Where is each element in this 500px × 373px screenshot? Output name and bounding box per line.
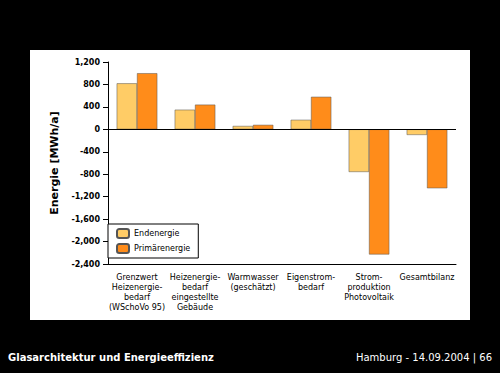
svg-text:Warmwasser: Warmwasser xyxy=(227,273,279,282)
svg-text:Photovoltaik: Photovoltaik xyxy=(344,293,394,302)
svg-text:1,200: 1,200 xyxy=(75,58,101,67)
html-text:Glasarchitektur und Energieeff: Glasarchitektur und Energieeffizienz xyxy=(8,352,214,363)
svg-text:(geschätzt): (geschätzt) xyxy=(230,283,275,292)
svg-text:eingestellte: eingestellte xyxy=(172,293,219,302)
svg-text:Endenergie: Endenergie xyxy=(134,229,180,238)
svg-text:800: 800 xyxy=(83,80,100,89)
svg-text:-800: -800 xyxy=(80,170,100,179)
svg-text:-1,600: -1,600 xyxy=(71,215,100,224)
svg-text:-400: -400 xyxy=(80,147,100,156)
svg-text:0: 0 xyxy=(94,125,100,134)
html-text:Hamburg - 14.09.2004 | 66: Hamburg - 14.09.2004 | 66 xyxy=(356,352,492,363)
svg-text:Heizenergie-: Heizenergie- xyxy=(170,273,221,282)
svg-text:(WSchoVo 95): (WSchoVo 95) xyxy=(109,303,165,312)
svg-text:Grenzwert: Grenzwert xyxy=(116,273,157,282)
svg-text:400: 400 xyxy=(83,102,100,111)
svg-text:-1,200: -1,200 xyxy=(71,192,100,201)
svg-text:bedarf: bedarf xyxy=(182,283,208,292)
svg-text:Eigenstrom-: Eigenstrom- xyxy=(287,273,335,282)
svg-text:-2,400: -2,400 xyxy=(71,260,100,269)
svg-text:Primärenergie: Primärenergie xyxy=(134,244,190,253)
svg-text:Strom-: Strom- xyxy=(356,273,383,282)
svg-text:Energie [MWh/a]: Energie [MWh/a] xyxy=(48,111,61,215)
svg-text:-2,000: -2,000 xyxy=(71,237,100,246)
svg-text:bedarf: bedarf xyxy=(124,293,150,302)
svg-text:produktion: produktion xyxy=(347,283,390,292)
svg-text:bedarf: bedarf xyxy=(298,283,324,292)
svg-text:Heizenergie-: Heizenergie- xyxy=(112,283,163,292)
svg-text:Gesamtbilanz: Gesamtbilanz xyxy=(400,273,455,282)
svg-text:Gebäude: Gebäude xyxy=(177,303,213,312)
